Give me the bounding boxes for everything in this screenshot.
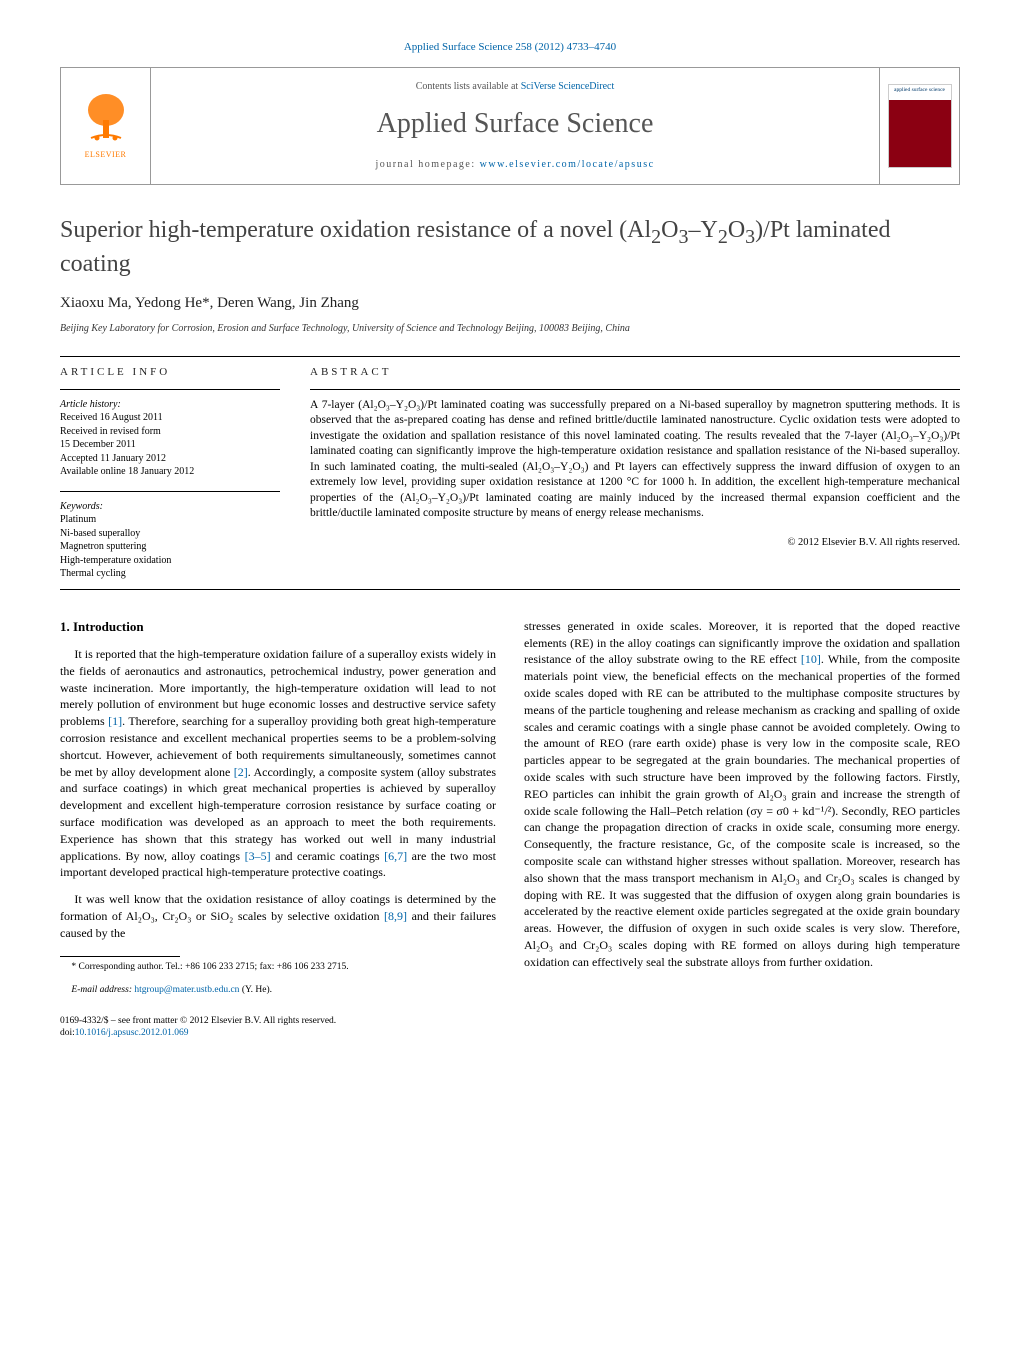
body-columns: 1. Introduction It is reported that the … <box>60 618 960 997</box>
elsevier-label: ELSEVIER <box>85 149 127 160</box>
corresponding-author-footnote: * Corresponding author. Tel.: +86 106 23… <box>60 961 496 974</box>
sciencedirect-link[interactable]: SciVerse ScienceDirect <box>521 81 615 92</box>
history-line: Accepted 11 January 2012 <box>60 452 280 466</box>
journal-cover-cell: applied surface science <box>879 68 959 183</box>
publisher-logo-cell: ELSEVIER <box>61 68 151 183</box>
contents-prefix: Contents lists available at <box>416 81 521 92</box>
journal-homepage: journal homepage: www.elsevier.com/locat… <box>151 158 879 172</box>
email-footnote: E-mail address: htgroup@mater.ustb.edu.c… <box>60 984 496 997</box>
citation-link[interactable]: [10] <box>801 652 821 666</box>
keyword: Ni-based superalloy <box>60 527 280 541</box>
elsevier-tree-icon <box>81 92 131 147</box>
page-footer: 0169-4332/$ – see front matter © 2012 El… <box>60 1015 960 1040</box>
divider <box>60 589 960 590</box>
footer-copyright: 0169-4332/$ – see front matter © 2012 El… <box>60 1015 960 1027</box>
cover-thumb-label: applied surface science <box>891 87 949 95</box>
keywords-label: Keywords: <box>60 500 280 514</box>
journal-reference: Applied Surface Science 258 (2012) 4733–… <box>60 40 960 55</box>
body-paragraph: It is reported that the high-temperature… <box>60 646 496 881</box>
abstract-copyright: © 2012 Elsevier B.V. All rights reserved… <box>310 536 960 551</box>
journal-header: ELSEVIER Contents lists available at Sci… <box>60 67 960 184</box>
header-center: Contents lists available at SciVerse Sci… <box>151 68 879 183</box>
citation-link[interactable]: [8,9] <box>384 909 407 923</box>
homepage-prefix: journal homepage: <box>375 159 479 170</box>
keyword: High-temperature oxidation <box>60 554 280 568</box>
body-paragraph: stresses generated in oxide scales. More… <box>524 618 960 971</box>
doi-link[interactable]: 10.1016/j.apsusc.2012.01.069 <box>75 1028 189 1038</box>
citation-link[interactable]: [3–5] <box>245 849 271 863</box>
keyword: Magnetron sputtering <box>60 540 280 554</box>
citation-link[interactable]: [2] <box>234 765 248 779</box>
keyword: Platinum <box>60 513 280 527</box>
citation-link[interactable]: [6,7] <box>384 849 407 863</box>
keywords-block: Keywords: Platinum Ni-based superalloy M… <box>60 500 280 581</box>
elsevier-logo: ELSEVIER <box>71 86 141 166</box>
abstract-column: abstract A 7-layer (Al₂O₃–Y₂O₃)/Pt lamin… <box>310 365 960 580</box>
divider <box>60 356 960 357</box>
journal-name: Applied Surface Science <box>151 104 879 143</box>
body-paragraph: It was well know that the oxidation resi… <box>60 891 496 941</box>
info-abstract-row: article info Article history: Received 1… <box>60 365 960 580</box>
history-line: Available online 18 January 2012 <box>60 465 280 479</box>
citation-link[interactable]: [1] <box>108 714 122 728</box>
journal-cover-thumb: applied surface science <box>888 84 952 168</box>
homepage-link[interactable]: www.elsevier.com/locate/apsusc <box>480 159 655 170</box>
contents-available: Contents lists available at SciVerse Sci… <box>151 80 879 94</box>
footer-doi: doi:10.1016/j.apsusc.2012.01.069 <box>60 1027 960 1039</box>
history-line: 15 December 2011 <box>60 438 280 452</box>
article-info-heading: article info <box>60 365 280 380</box>
divider <box>60 389 280 390</box>
article-history: Article history: Received 16 August 2011… <box>60 398 280 479</box>
article-info-column: article info Article history: Received 1… <box>60 365 280 580</box>
history-line: Received in revised form <box>60 425 280 439</box>
author-list: Xiaoxu Ma, Yedong He*, Deren Wang, Jin Z… <box>60 293 960 314</box>
keyword: Thermal cycling <box>60 567 280 581</box>
article-title: Superior high-temperature oxidation resi… <box>60 215 960 280</box>
abstract-heading: abstract <box>310 365 960 380</box>
divider <box>60 491 280 492</box>
history-label: Article history: <box>60 398 280 412</box>
divider <box>310 389 960 390</box>
affiliation: Beijing Key Laboratory for Corrosion, Er… <box>60 322 960 336</box>
history-line: Received 16 August 2011 <box>60 411 280 425</box>
email-link[interactable]: htgroup@mater.ustb.edu.cn <box>134 985 239 995</box>
abstract-text: A 7-layer (Al₂O₃–Y₂O₃)/Pt laminated coat… <box>310 398 960 522</box>
footnote-divider <box>60 956 180 957</box>
section-heading: 1. Introduction <box>60 618 496 636</box>
